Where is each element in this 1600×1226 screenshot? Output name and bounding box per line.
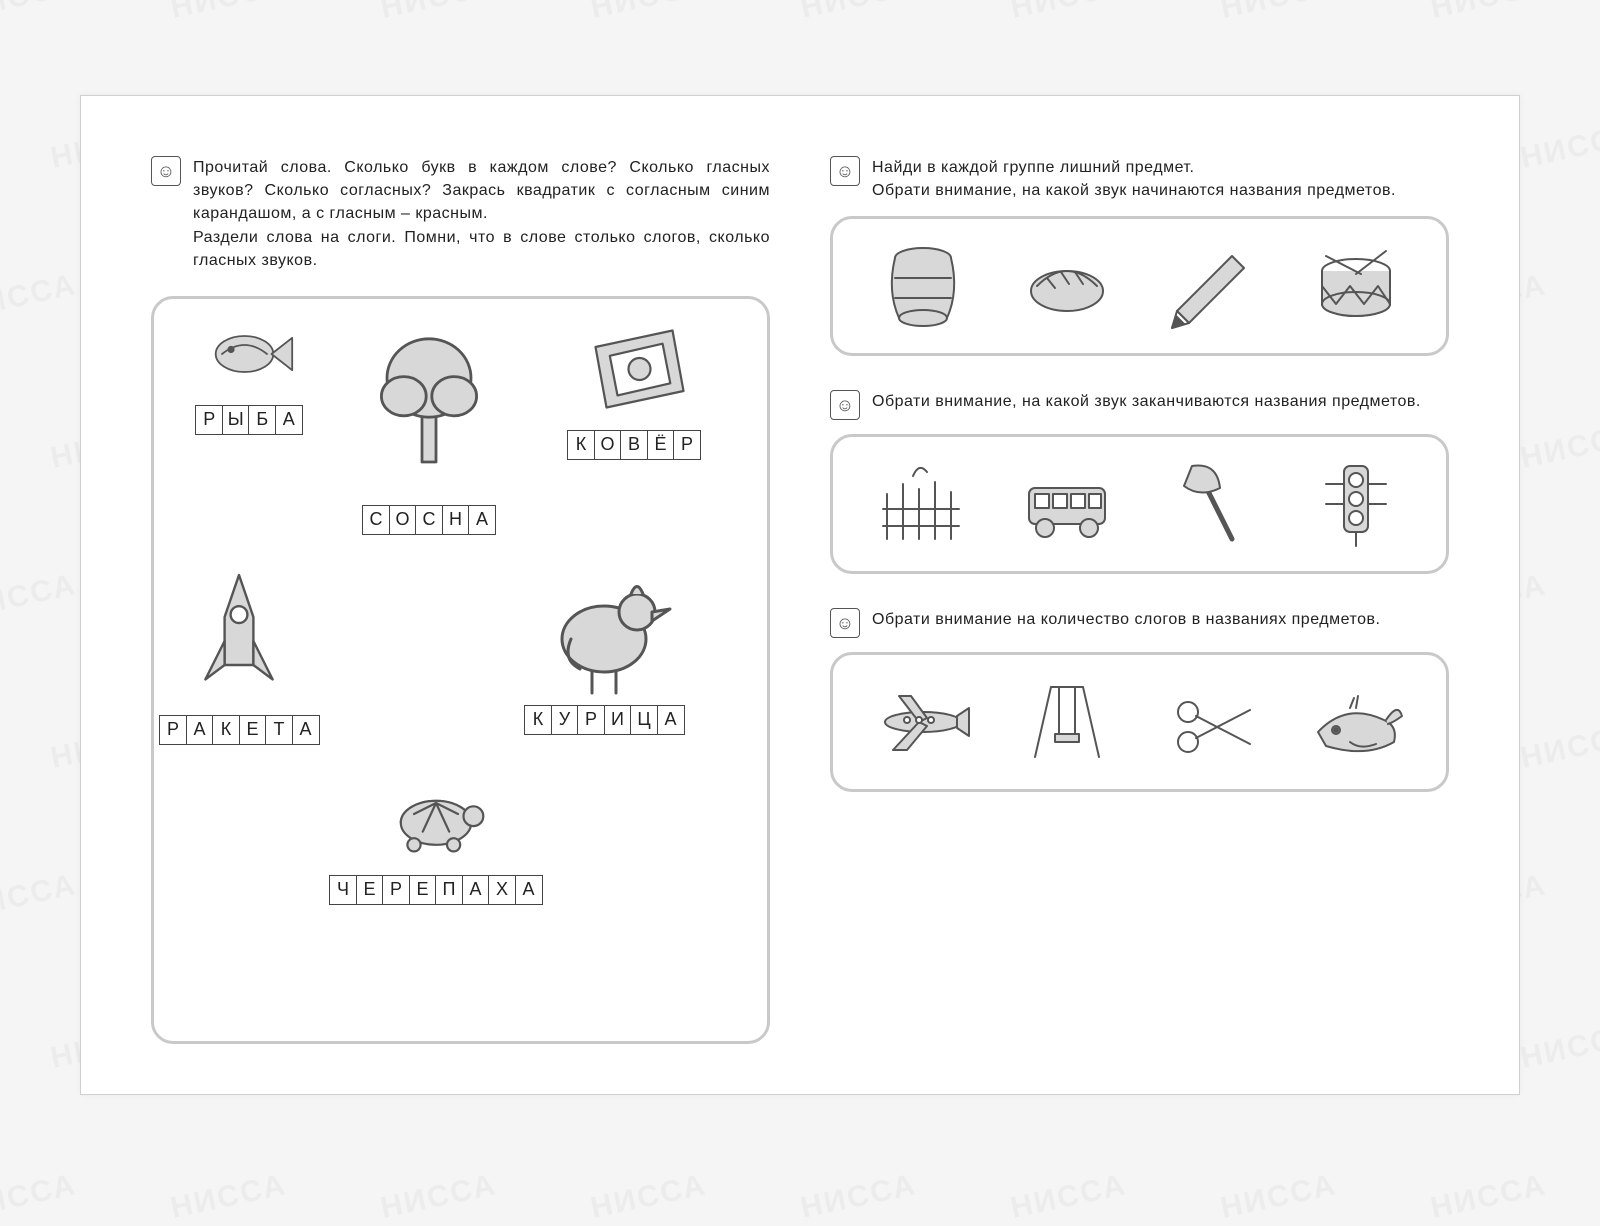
task-text: Найди в каждой группе лишний предмет.Обр… — [872, 156, 1396, 202]
letter-cell[interactable]: У — [551, 705, 579, 735]
bus-icon — [1007, 454, 1127, 554]
task-text: Обрати внимание на количество слогов в н… — [872, 608, 1380, 638]
word-item-fish: РЫБА — [174, 309, 324, 435]
worksheet-sheet: ☺ Прочитай слова. Сколько букв в каждом … — [80, 95, 1520, 1095]
letter-cell[interactable]: С — [415, 505, 443, 535]
letter-row: РАКЕТА — [159, 715, 320, 745]
letter-cell[interactable]: К — [212, 715, 240, 745]
task-head: ☺ Обрати внимание, на какой звук заканчив… — [830, 390, 1449, 420]
object-group-panel — [830, 216, 1449, 356]
letter-cell[interactable]: К — [524, 705, 552, 735]
letter-cell[interactable]: Ё — [647, 430, 675, 460]
letter-cell[interactable]: Р — [577, 705, 605, 735]
letter-cell[interactable]: С — [362, 505, 390, 535]
letter-cell[interactable]: Е — [409, 875, 437, 905]
object-group-panel — [830, 652, 1449, 792]
task-text: Обрати внимание, на какой звук заканчива… — [872, 390, 1421, 420]
swing-icon — [1007, 672, 1127, 772]
letter-cell[interactable]: Е — [239, 715, 267, 745]
left-task-head: ☺ Прочитай слова. Сколько букв в каждом … — [151, 156, 770, 272]
letter-cell[interactable]: О — [389, 505, 417, 535]
letter-row: СОСНА — [362, 505, 496, 535]
letter-cell[interactable]: Р — [195, 405, 223, 435]
word-item-rocket: РАКЕТА — [159, 549, 320, 745]
fence-icon — [863, 454, 983, 554]
scissors-icon — [1152, 672, 1272, 772]
letter-cell[interactable]: А — [186, 715, 214, 745]
tree-icon — [359, 299, 499, 499]
letter-cell[interactable]: Т — [265, 715, 293, 745]
letter-cell[interactable]: Н — [442, 505, 470, 535]
task-icon: ☺ — [830, 156, 860, 186]
task-head: ☺ Обрати внимание на количество слогов в … — [830, 608, 1449, 638]
bread-icon — [1007, 236, 1127, 336]
letter-cell[interactable]: О — [594, 430, 622, 460]
letter-cell[interactable]: А — [468, 505, 496, 535]
letter-cell[interactable]: Р — [159, 715, 187, 745]
pencil-icon — [1152, 236, 1272, 336]
letter-cell[interactable]: А — [657, 705, 685, 735]
letter-cell[interactable]: В — [620, 430, 648, 460]
letter-cell[interactable]: К — [567, 430, 595, 460]
drum-icon — [1296, 236, 1416, 336]
letter-cell[interactable]: А — [462, 875, 490, 905]
letter-cell[interactable]: Р — [673, 430, 701, 460]
letter-cell[interactable]: Ы — [222, 405, 250, 435]
fish-icon — [174, 309, 324, 399]
plane-icon — [863, 672, 983, 772]
letter-cell[interactable]: П — [435, 875, 463, 905]
letter-cell[interactable]: Ч — [329, 875, 357, 905]
word-item-tree: СОСНА — [359, 299, 499, 535]
letter-cell[interactable]: И — [604, 705, 632, 735]
turtle-icon — [356, 759, 516, 869]
hen-icon — [529, 549, 679, 699]
word-item-turtle: ЧЕРЕПАХА — [329, 759, 543, 905]
rocket-icon — [179, 549, 299, 709]
letter-cell[interactable]: Б — [248, 405, 276, 435]
left-exercise-panel: РЫБАСОСНАКОВЁРРАКЕТАКУРИЦАЧЕРЕПАХА — [151, 296, 770, 1044]
letter-row: КОВЁР — [567, 430, 701, 460]
left-column: ☺ Прочитай слова. Сколько букв в каждом … — [151, 156, 770, 1044]
letter-cell[interactable]: А — [275, 405, 303, 435]
word-item-hen: КУРИЦА — [524, 549, 685, 735]
task-icon: ☺ — [151, 156, 181, 186]
letter-row: КУРИЦА — [524, 705, 685, 735]
letter-cell[interactable]: Р — [382, 875, 410, 905]
letter-cell[interactable]: А — [515, 875, 543, 905]
word-item-carpet: КОВЁР — [554, 314, 714, 460]
letter-row: ЧЕРЕПАХА — [329, 875, 543, 905]
carpet-icon — [554, 314, 714, 424]
traffic-light-icon — [1296, 454, 1416, 554]
letter-cell[interactable]: А — [292, 715, 320, 745]
right-column: ☺ Найди в каждой группе лишний предмет.Об… — [830, 156, 1449, 1044]
letter-cell[interactable]: Х — [488, 875, 516, 905]
letter-row: РЫБА — [195, 405, 303, 435]
letter-cell[interactable]: Е — [356, 875, 384, 905]
left-task-text: Прочитай слова. Сколько букв в каждом сл… — [193, 156, 770, 272]
barrel-icon — [863, 236, 983, 336]
whale-icon — [1296, 672, 1416, 772]
task-icon: ☺ — [830, 608, 860, 638]
task-icon: ☺ — [830, 390, 860, 420]
axe-icon — [1152, 454, 1272, 554]
object-group-panel — [830, 434, 1449, 574]
letter-cell[interactable]: Ц — [630, 705, 658, 735]
task-head: ☺ Найди в каждой группе лишний предмет.Об… — [830, 156, 1449, 202]
